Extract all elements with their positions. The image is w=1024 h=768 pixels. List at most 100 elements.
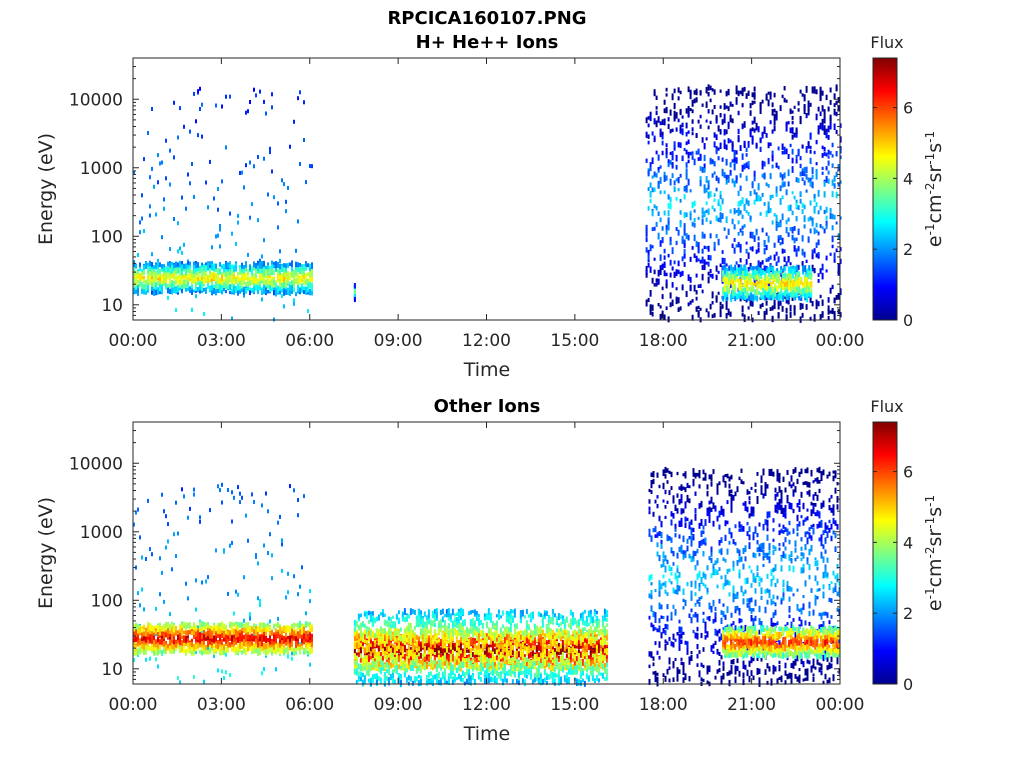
spectrogram-cell [297,272,299,278]
spectrogram-cell [155,289,157,296]
spectrogram-cell [782,292,785,297]
spectrogram-cell [766,285,769,290]
spectrogram-cell [722,287,725,294]
spectrogram-cell [737,209,740,216]
spectrogram-cell [757,242,760,247]
spectrogram-cell [833,108,836,116]
spectrogram-cell [417,641,420,647]
spectrogram-cell [659,305,662,309]
spectrogram-cell [787,121,790,125]
spectrogram-cell [187,637,189,642]
spectrogram-cell [191,650,193,655]
spectrogram-cell [707,92,710,97]
spectrogram-cell [149,273,151,279]
spectrogram-cell [291,641,293,647]
spectrogram-cell [745,210,748,214]
spectrogram-cell [261,503,263,508]
x-tick-label: 06:00 [285,331,334,351]
spectrogram-cell [221,500,223,505]
spectrogram-cell [207,636,209,640]
spectrogram-cell [285,630,287,638]
spectrogram-cell [229,264,231,268]
spectrogram-cell [189,630,191,635]
spectrogram-cell [269,619,271,624]
spectrogram-cell [649,162,652,167]
spectrogram-cell [808,291,811,297]
spectrogram-cell [259,286,261,291]
spectrogram-cell [707,261,710,267]
spectrogram-cell [705,86,708,94]
spectrogram-cell [787,169,790,177]
spectrogram-cell [231,231,233,236]
spectrogram-cell [645,266,648,271]
spectrogram-cell [804,279,807,286]
spectrogram-cell [223,267,225,273]
spectrogram-cell [739,173,742,178]
spectrogram-cell [811,222,814,227]
spectrogram-cell [233,286,235,292]
spectrogram-cell [683,212,686,219]
spectrogram-cell [788,292,791,297]
spectrogram-cell [715,134,718,140]
spectrogram-cell [737,232,740,236]
spectrogram-cell [215,288,217,296]
spectrogram-cell [711,291,714,299]
spectrogram-cell [725,144,728,151]
spectrogram-cell [811,301,814,307]
spectrogram-cell [237,625,239,632]
spectrogram-cell [745,248,748,254]
spectrogram-cell [243,265,245,271]
spectrogram-cell [267,269,269,276]
spectrogram-cell [201,645,203,650]
spectrogram-cell [221,482,223,487]
spectrogram-cell [781,237,784,245]
spectrogram-cell [701,207,704,215]
spectrogram-cell [153,272,155,277]
spectrogram-cell [149,636,151,642]
spectrogram-cell [233,273,235,280]
spectrogram-cell [227,271,229,276]
spectrogram-cell [811,181,814,189]
spectrogram-cell [213,628,215,635]
spectrogram-cell [245,261,247,268]
spectrogram-cell [397,646,400,654]
spectrogram-cell [261,639,263,647]
spectrogram-cell [705,119,708,123]
spectrogram-cell [819,224,822,228]
spectrogram-cell [791,127,794,134]
spectrogram-cell [227,630,229,636]
spectrogram-cell [197,263,199,268]
spectrogram-cell [759,304,762,309]
spectrogram-cell [395,633,398,638]
spectrogram-cell [796,272,799,280]
spectrogram-cell [675,178,678,182]
spectrogram-cell [764,282,767,288]
spectrogram-cell [183,630,185,635]
spectrogram-cell [169,643,171,651]
spectrogram-cell [227,263,229,269]
spectrogram-cell [769,173,772,180]
spectrogram-cell [167,626,169,630]
spectrogram-cell [171,623,173,628]
spectrogram-cell [809,145,812,149]
spectrogram-cell [271,260,273,268]
spectrogram-cell [137,507,139,512]
spectrogram-cell [775,186,778,193]
spectrogram-cell [239,171,241,175]
spectrogram-cell [385,631,388,637]
spectrogram-cell [765,133,768,138]
spectrogram-cell [788,295,791,301]
spectrogram-cell [291,271,293,278]
spectrogram-cell [765,258,768,262]
spectrogram-cell [784,279,787,283]
spectrogram-cell [289,144,291,149]
spectrogram-cell [689,92,692,100]
spectrogram-cell [181,644,183,651]
spectrogram-cell [789,304,792,312]
spectrogram-cell [669,160,672,165]
spectrogram-cell [746,274,749,280]
spectrogram-cell [813,86,816,91]
spectrogram-cell [185,273,187,279]
spectrogram-cell [265,649,267,654]
spectrogram-cell [163,271,165,276]
